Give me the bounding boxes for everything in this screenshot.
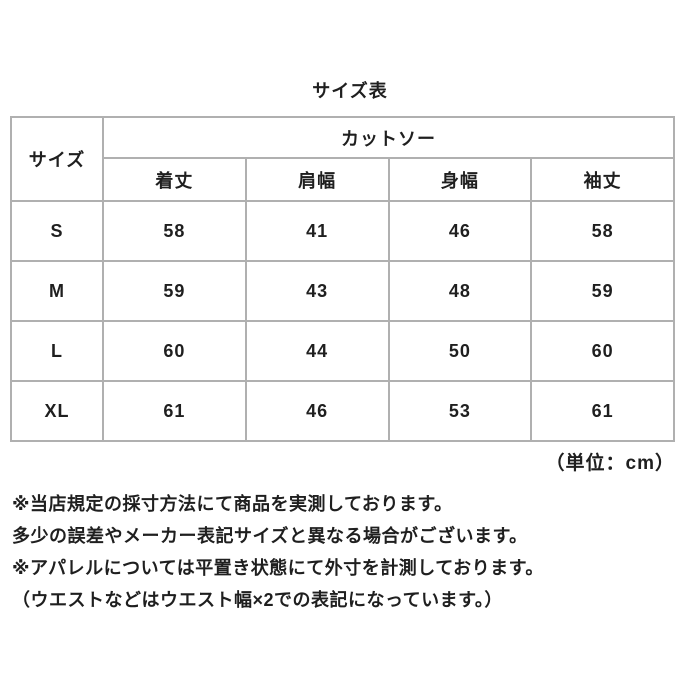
measurement-notes: ※当店規定の採寸方法にて商品を実測しております。 多少の誤差やメーカー表記サイズ…	[12, 488, 700, 616]
table-row: XL 61 46 53 61	[10, 380, 675, 442]
page-title: サイズ表	[312, 81, 388, 101]
value-cell: 60	[102, 320, 247, 382]
column-header: 袖丈	[530, 157, 675, 202]
value-cell: 60	[530, 320, 675, 382]
value-cell: 61	[102, 380, 247, 442]
note-line: ※アパレルについては平置き状態にて外寸を計測しております。	[12, 558, 544, 578]
size-table: サイズ カットソー 着丈 肩幅 身幅 袖丈 S 58 41 46 58 M 59…	[10, 116, 675, 442]
value-cell: 46	[244, 380, 390, 442]
group-header-cell: カットソー	[102, 116, 675, 159]
note-line: ※当店規定の採寸方法にて商品を実測しております。	[12, 494, 453, 514]
unit-note: （単位：cm）	[545, 453, 675, 474]
value-cell: 43	[244, 260, 390, 322]
table-header-group-row: サイズ カットソー	[10, 116, 675, 202]
size-label-cell: XL	[10, 380, 104, 442]
size-label-cell: M	[10, 260, 104, 322]
value-cell: 48	[387, 260, 533, 322]
size-label-cell: L	[10, 320, 104, 382]
value-cell: 58	[530, 200, 675, 262]
value-cell: 44	[244, 320, 390, 382]
column-header: 身幅	[387, 157, 533, 202]
value-cell: 61	[530, 380, 675, 442]
note-line: 多少の誤差やメーカー表記サイズと異なる場合がございます。	[12, 526, 528, 546]
column-header: 肩幅	[244, 157, 390, 202]
note-line: （ウエストなどはウエスト幅×2での表記になっています。）	[12, 590, 503, 610]
corner-header-cell: サイズ	[10, 116, 104, 202]
value-cell: 59	[102, 260, 247, 322]
value-cell: 50	[387, 320, 533, 382]
value-cell: 53	[387, 380, 533, 442]
value-cell: 59	[530, 260, 675, 322]
value-cell: 58	[102, 200, 247, 262]
column-header: 着丈	[102, 157, 247, 202]
table-row: M 59 43 48 59	[10, 260, 675, 322]
table-row: L 60 44 50 60	[10, 320, 675, 382]
table-row: S 58 41 46 58	[10, 200, 675, 262]
value-cell: 41	[244, 200, 390, 262]
value-cell: 46	[387, 200, 533, 262]
size-label-cell: S	[10, 200, 104, 262]
table-header-columns-row: 着丈 肩幅 身幅 袖丈	[11, 157, 675, 202]
size-chart-page: サイズ表 サイズ カットソー 着丈 肩幅 身幅 袖丈 S 58 41 46 58	[0, 77, 700, 700]
